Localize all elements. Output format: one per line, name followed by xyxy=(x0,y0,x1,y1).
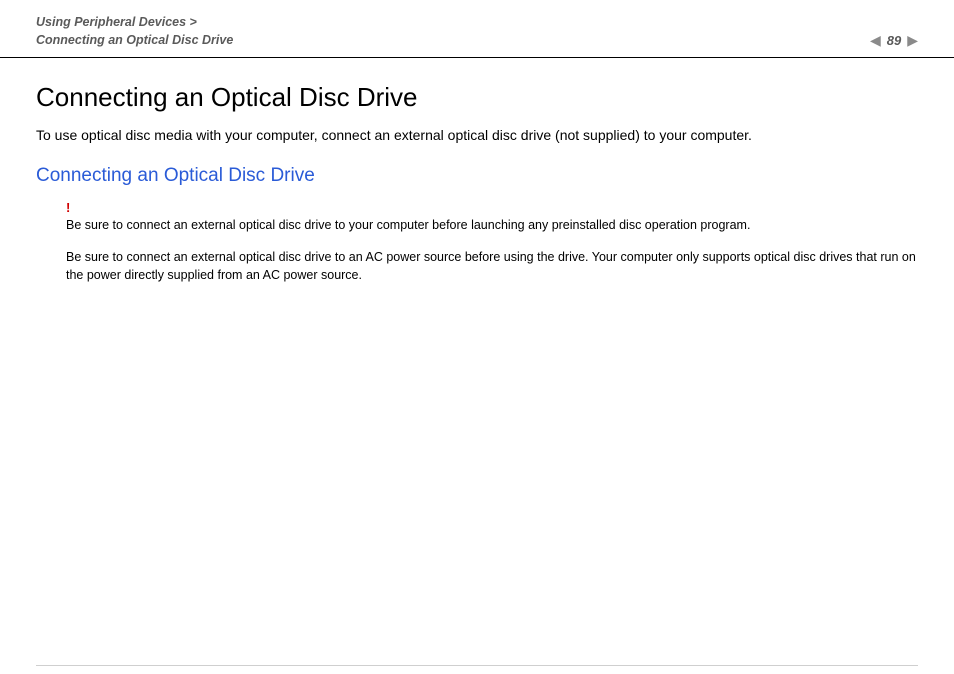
breadcrumb-line-2: Connecting an Optical Disc Drive xyxy=(36,32,233,50)
breadcrumb-line-1: Using Peripheral Devices > xyxy=(36,14,233,32)
prev-page-arrow-icon[interactable]: ◀ xyxy=(870,32,881,49)
page-header: Using Peripheral Devices > Connecting an… xyxy=(0,0,954,58)
section-title: Connecting an Optical Disc Drive xyxy=(36,165,918,187)
page-number: 89 xyxy=(887,33,901,48)
page-content: Connecting an Optical Disc Drive To use … xyxy=(0,58,954,284)
page-title: Connecting an Optical Disc Drive xyxy=(36,82,918,113)
note-block: ! Be sure to connect an external optical… xyxy=(36,201,918,284)
pager: ◀ 89 ▶ xyxy=(870,32,918,49)
footer-divider xyxy=(36,665,918,666)
alert-icon: ! xyxy=(66,201,918,214)
note-text-1: Be sure to connect an external optical d… xyxy=(66,216,918,234)
intro-paragraph: To use optical disc media with your comp… xyxy=(36,127,918,143)
breadcrumb: Using Peripheral Devices > Connecting an… xyxy=(36,14,233,49)
next-page-arrow-icon[interactable]: ▶ xyxy=(907,32,918,49)
note-text-2: Be sure to connect an external optical d… xyxy=(66,248,918,284)
